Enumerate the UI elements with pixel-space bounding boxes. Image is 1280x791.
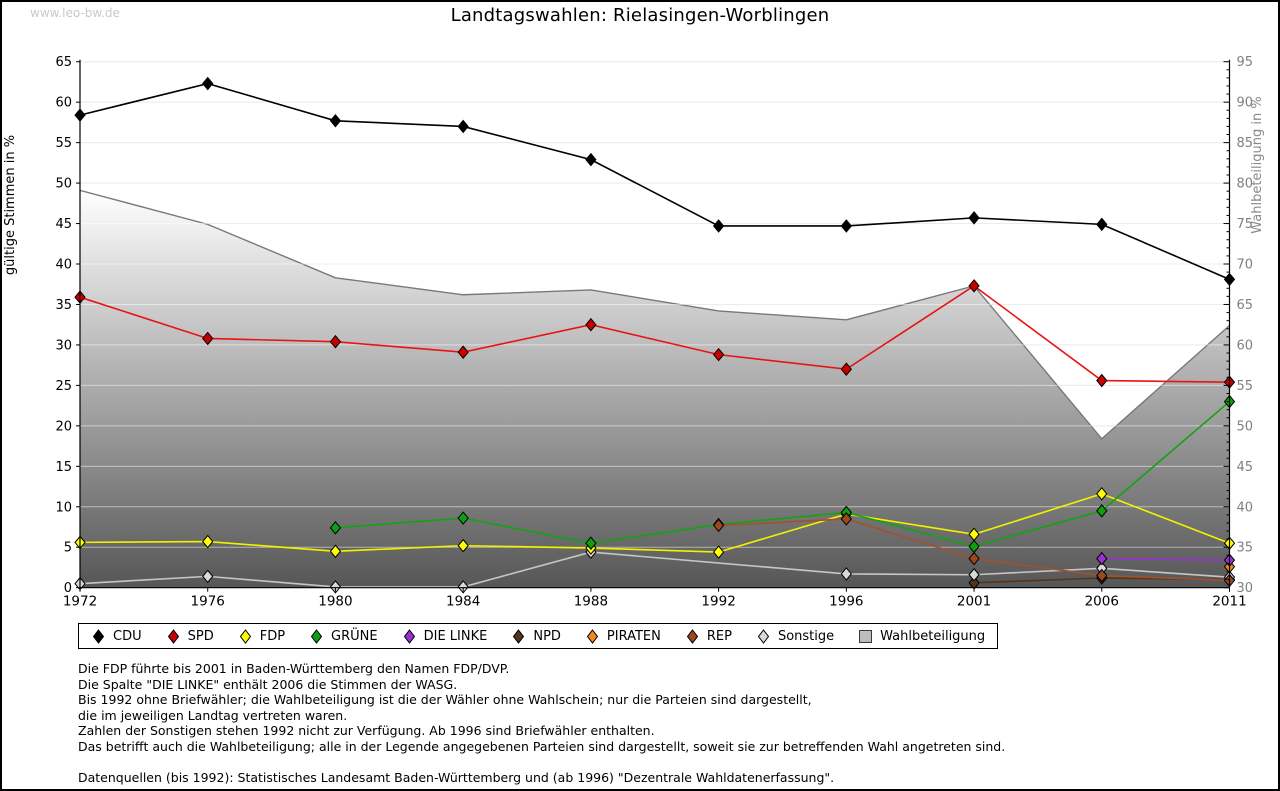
footnote-line: Die Spalte "DIE LINKE" enthält 2006 die …	[78, 676, 458, 692]
svg-text:30: 30	[1237, 581, 1254, 596]
footnote-line: Die FDP führte bis 2001 in Baden-Württem…	[78, 661, 510, 676]
svg-text:40: 40	[55, 258, 72, 273]
svg-text:1976: 1976	[191, 594, 225, 610]
svg-text:45: 45	[1237, 460, 1254, 475]
svg-text:15: 15	[55, 460, 72, 475]
legend-label: FDP	[259, 628, 286, 644]
svg-text:35: 35	[55, 298, 72, 313]
svg-text:55: 55	[55, 136, 72, 151]
svg-text:70: 70	[1237, 258, 1254, 273]
svg-text:1996: 1996	[829, 594, 863, 610]
svg-text:10: 10	[55, 500, 72, 515]
svg-text:5: 5	[64, 541, 72, 556]
legend-label: Sonstige	[777, 628, 835, 644]
svg-text:40: 40	[1237, 500, 1254, 515]
series-rep	[712, 512, 1236, 588]
svg-text:0: 0	[64, 581, 72, 596]
right-axis-label: Wahlbeteiligung in %	[1250, 96, 1265, 233]
svg-text:65: 65	[55, 55, 72, 70]
chart: 0 5 10 15 20 25 30 35 40 45 50 55 60 65 30 35 40 45 50 55 60…	[3, 55, 1265, 610]
legend: CDU SPD FDP GRÜNE DIE LINKE NPD PIRATEN REP Sons…	[78, 623, 999, 649]
series-swatch-icon	[513, 628, 525, 644]
footnote-line: Datenquellen (bis 1992): Statistisches L…	[78, 769, 835, 785]
footnote-line: Zahlen der Sonstigen stehen 1992 nicht z…	[78, 723, 655, 738]
svg-text:75: 75	[1237, 217, 1254, 232]
svg-text:35: 35	[1237, 541, 1254, 556]
legend-item-cdu: CDU	[91, 628, 142, 645]
series-swatch-icon	[403, 628, 415, 644]
svg-text:2011: 2011	[1212, 594, 1246, 610]
footnotes: Die FDP führte bis 2001 in Baden-Württem…	[78, 661, 1005, 785]
legend-label: GRÜNE	[331, 628, 378, 644]
svg-text:45: 45	[55, 217, 72, 232]
svg-text:1980: 1980	[318, 594, 352, 610]
legend-item-npd: NPD	[511, 628, 561, 645]
svg-text:95: 95	[1237, 55, 1254, 70]
footnote-line	[78, 754, 1005, 770]
legend-item-fdp: FDP	[238, 628, 285, 645]
legend-label: SPD	[187, 628, 214, 644]
svg-text:65: 65	[1237, 298, 1254, 313]
series-spd	[74, 279, 1236, 389]
gridlines-overlay	[80, 61, 1230, 548]
legend-item-sonstige: Sonstige	[756, 628, 834, 645]
legend-item-piraten: PIRATEN	[585, 628, 661, 645]
watermark: www.leo-bw.de	[30, 6, 120, 20]
svg-text:55: 55	[1237, 379, 1254, 394]
footnote-line: Bis 1992 ohne Briefwähler; die Wahlbetei…	[78, 692, 812, 707]
svg-text:1988: 1988	[574, 594, 608, 610]
series-swatch-icon	[239, 628, 251, 644]
axes: 0 5 10 15 20 25 30 35 40 45 50 55 60 65 30 35 40 45 50 55 60…	[55, 55, 1253, 610]
series-swatch-icon	[586, 628, 599, 644]
svg-text:2006: 2006	[1085, 594, 1119, 610]
legend-item-spd: SPD	[166, 628, 214, 645]
svg-text:60: 60	[1237, 338, 1254, 353]
turnout-area	[80, 190, 1230, 588]
turnout-swatch-icon	[859, 629, 873, 643]
series-swatch-icon	[92, 628, 105, 644]
svg-text:25: 25	[55, 379, 72, 394]
legend-label: DIE LINKE	[423, 628, 488, 644]
legend-label: REP	[706, 628, 732, 644]
left-axis-label: gültige Stimmen in %	[3, 135, 18, 275]
svg-text:1972: 1972	[63, 594, 97, 610]
turnout-edge	[79, 189, 1230, 440]
legend-item-wahlbeteiligung: Wahlbeteiligung	[858, 628, 985, 645]
svg-text:90: 90	[1237, 96, 1254, 111]
svg-text:30: 30	[55, 338, 72, 353]
legend-item-rep: REP	[685, 628, 732, 645]
series-swatch-icon	[686, 628, 699, 644]
legend-label: NPD	[533, 628, 561, 644]
svg-text:2001: 2001	[957, 594, 991, 610]
page-title: Landtagswahlen: Rielasingen-Worblingen	[450, 5, 830, 26]
svg-text:1984: 1984	[446, 594, 480, 610]
svg-text:20: 20	[55, 419, 72, 434]
svg-text:60: 60	[55, 96, 72, 111]
footnote-line: die im jeweiligen Landtag vertreten ware…	[78, 707, 348, 723]
series-swatch-icon	[167, 628, 179, 644]
series-swatch-icon	[757, 628, 770, 644]
svg-text:50: 50	[1237, 419, 1254, 434]
legend-item-die-linke: DIE LINKE	[402, 628, 488, 645]
legend-item-grüne: GRÜNE	[309, 628, 378, 645]
series-swatch-icon	[310, 628, 323, 644]
footnote-line: Das betrifft auch die Wahlbeteiligung; a…	[78, 738, 1006, 754]
svg-text:85: 85	[1237, 136, 1254, 151]
svg-text:50: 50	[55, 177, 72, 192]
svg-text:1992: 1992	[701, 594, 735, 610]
svg-text:80: 80	[1237, 177, 1254, 192]
legend-label: CDU	[113, 628, 142, 644]
legend-label: Wahlbeteiligung	[880, 628, 986, 644]
legend-label: PIRATEN	[606, 628, 661, 644]
